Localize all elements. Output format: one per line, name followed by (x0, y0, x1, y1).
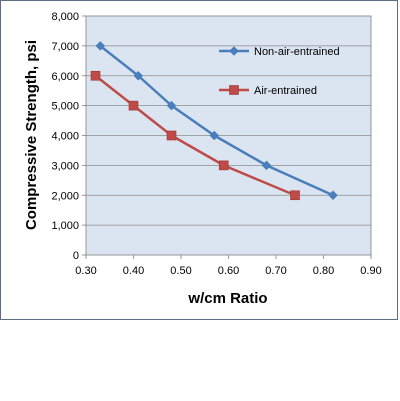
legend-swatch-marker (229, 46, 239, 56)
data-point (218, 160, 229, 171)
y-tick-label: 4,000 (51, 131, 79, 143)
legend-label: Non-air-entrained (254, 46, 340, 58)
y-tick-label: 2,000 (51, 190, 79, 202)
y-tick-label: 5,000 (51, 101, 79, 113)
data-series (90, 41, 338, 201)
series-line (99, 44, 334, 197)
data-point (166, 130, 177, 141)
y-tick-label: 1,000 (51, 220, 79, 232)
legend-label: Air-entrained (254, 85, 317, 97)
y-tick-label: 3,000 (51, 160, 79, 172)
x-tick-label: 0.60 (218, 265, 239, 277)
x-tick-label: 0.50 (170, 265, 191, 277)
data-point (261, 160, 272, 171)
chart-frame: 0 1,000 2,000 3,000 4,000 5,000 6,000 7,000 8,00… (0, 0, 398, 320)
data-point (209, 130, 220, 141)
x-axis-ticks: 0.30 0.40 0.50 0.60 0.70 0.80 0.90 (75, 255, 382, 277)
legend-swatch-marker (229, 85, 239, 95)
y-tick-label: 6,000 (51, 71, 79, 83)
series-non-air-entrained (95, 41, 338, 201)
x-tick-label: 0.70 (265, 265, 286, 277)
x-axis-title: w/cm Ratio (187, 290, 267, 307)
y-axis-title: Compressive Strength, psi (23, 40, 40, 230)
y-tick-label: 8,000 (51, 11, 79, 23)
legend: Non-air-entrained Air-entrained (219, 46, 340, 97)
data-point (166, 100, 177, 111)
x-tick-label: 0.40 (123, 265, 144, 277)
x-tick-label: 0.90 (360, 265, 381, 277)
x-tick-label: 0.30 (75, 265, 96, 277)
data-point (90, 70, 101, 81)
y-axis-ticks: 0 1,000 2,000 3,000 4,000 5,000 6,000 7,000 8,00… (51, 11, 86, 262)
data-point (128, 100, 139, 111)
data-point (133, 70, 144, 81)
x-tick-label: 0.80 (313, 265, 334, 277)
data-point (328, 190, 338, 201)
y-tick-label: 7,000 (51, 41, 79, 53)
data-point (95, 41, 106, 51)
y-tick-label: 0 (73, 250, 79, 262)
series-air-entrained (90, 70, 300, 201)
data-point (290, 190, 300, 201)
line-chart: 0 1,000 2,000 3,000 4,000 5,000 6,000 7,000 8,00… (23, 11, 382, 307)
